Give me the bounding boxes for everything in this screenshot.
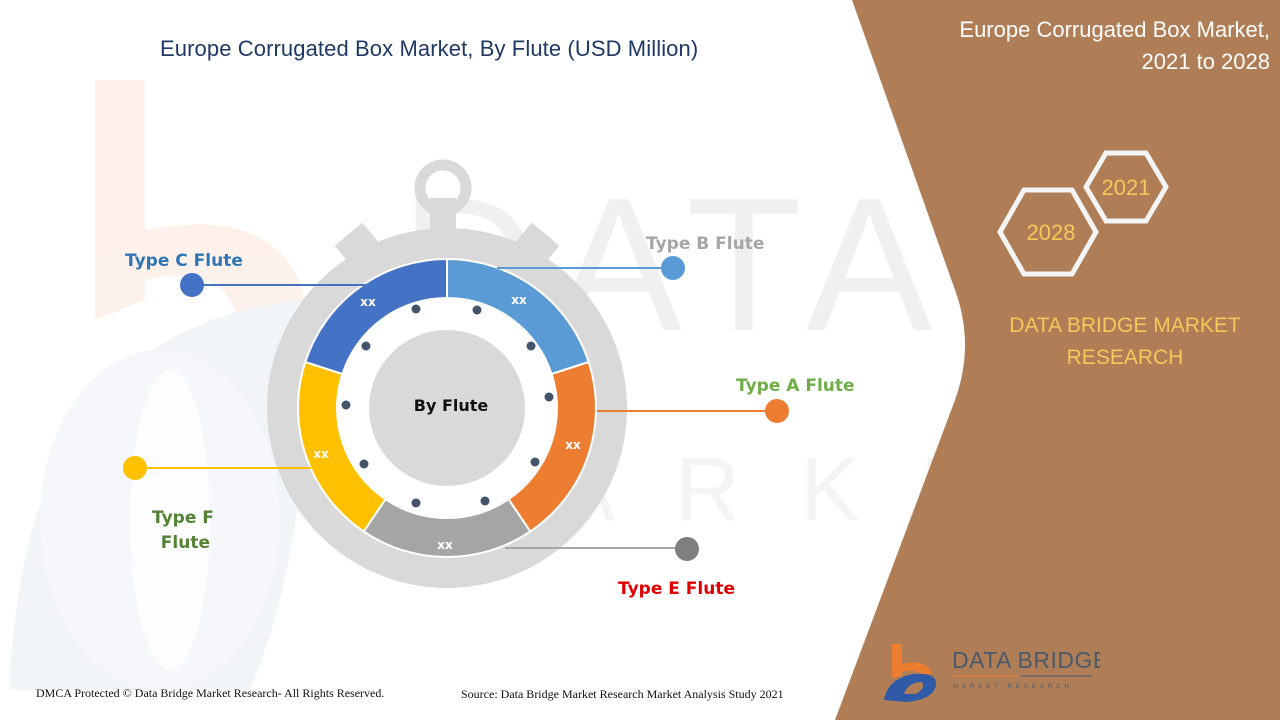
- label-type-f-line2: Flute: [160, 533, 210, 553]
- label-type-e: Type E Flute: [618, 579, 736, 599]
- brand-name: DATA BRIDGE MARKET RESEARCH: [980, 310, 1270, 374]
- connector-type-f: [123, 456, 311, 480]
- center-label: By Flute: [414, 396, 489, 415]
- connector-type-c: [180, 273, 370, 297]
- logo-sub-text: MARKET RESEARCH: [953, 684, 1073, 690]
- year-2021: 2021: [1102, 175, 1151, 200]
- label-type-b: Type B Flute: [646, 234, 765, 254]
- segment-type-c[interactable]: [304, 257, 448, 376]
- year-2028: 2028: [1027, 220, 1076, 245]
- panel-title-line1: Europe Corrugated Box Market,: [959, 17, 1270, 42]
- value-type-b: xx: [511, 293, 527, 307]
- hexagon-2028-icon: [997, 187, 1099, 277]
- value-type-c: xx: [360, 295, 376, 309]
- flute-segments: [297, 257, 597, 558]
- value-type-f: xx: [313, 447, 329, 461]
- value-type-e: xx: [437, 538, 453, 552]
- label-type-f: Type F Flute: [152, 506, 214, 556]
- connector-type-e: [505, 537, 699, 561]
- year-hexagons: 2028 2021: [997, 150, 1169, 277]
- brand-line2: RESEARCH: [1066, 346, 1184, 369]
- tick-dots: [341, 304, 554, 508]
- side-panel-shape: [835, 0, 1280, 720]
- logo-b-icon: [884, 644, 937, 702]
- center-disc: [369, 330, 525, 486]
- connector-type-b: [497, 256, 685, 280]
- data-bridge-logo: DATA BRIDGE MARKET RESEARCH: [884, 644, 1100, 702]
- marker-type-f-icon: [123, 456, 147, 480]
- watermark-logo-icon: [10, 80, 310, 690]
- connector-type-a: [597, 399, 789, 423]
- label-type-f-line1: Type F: [152, 508, 214, 528]
- panel-title-line2: 2021 to 2028: [1141, 49, 1270, 74]
- value-type-a: xx: [565, 438, 581, 452]
- chart-title: Europe Corrugated Box Market, By Flute (…: [160, 36, 699, 61]
- label-type-a: Type A Flute: [736, 376, 855, 396]
- marker-type-e-icon: [675, 537, 699, 561]
- copyright-notice: DMCA Protected © Data Bridge Market Rese…: [36, 686, 385, 700]
- panel-title: Europe Corrugated Box Market, 2021 to 20…: [959, 14, 1270, 78]
- hexagon-2021-icon: [1083, 150, 1169, 224]
- marker-type-a-icon: [765, 399, 789, 423]
- logo-main-text: DATA BRIDGE: [952, 647, 1100, 673]
- brand-line1: DATA BRIDGE MARKET: [1009, 314, 1241, 337]
- marker-type-b-icon: [661, 256, 685, 280]
- marker-type-c-icon: [180, 273, 204, 297]
- source-note: Source: Data Bridge Market Research Mark…: [461, 687, 784, 701]
- label-type-c: Type C Flute: [125, 251, 243, 271]
